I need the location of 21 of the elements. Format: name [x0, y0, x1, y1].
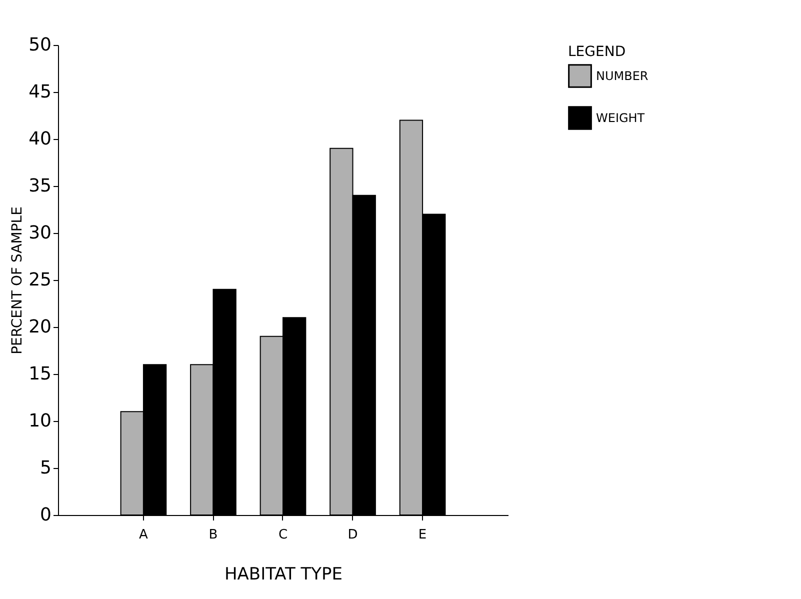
y-tick-label: 30	[28, 222, 52, 244]
y-tick-label: 15	[28, 364, 52, 384]
y-tick-label: 10	[28, 410, 52, 432]
legend-label: WEIGHT	[596, 111, 646, 125]
y-tick-label: 20	[28, 316, 52, 338]
x-tick-label: A	[139, 528, 148, 542]
y-tick-label: 25	[28, 270, 52, 290]
legend-label: NUMBER	[596, 69, 648, 83]
y-tick-label: 45	[28, 82, 52, 102]
y-tick-label: 50	[28, 34, 52, 56]
x-tick-label: B	[208, 528, 218, 542]
y-axis-title: PERCENT OF SAMPLE	[10, 206, 26, 354]
legend-title: LEGEND	[568, 44, 626, 60]
y-tick-label: 35	[28, 176, 52, 196]
x-tick-label: C	[278, 528, 288, 542]
y-tick-label: 5	[40, 458, 52, 478]
x-tick-label: D	[348, 528, 358, 542]
y-tick-label: 40	[28, 128, 52, 150]
x-axis-title: HABITAT TYPE	[224, 564, 343, 584]
y-tick-label: 0	[40, 504, 52, 526]
x-tick-label: E	[418, 528, 427, 542]
